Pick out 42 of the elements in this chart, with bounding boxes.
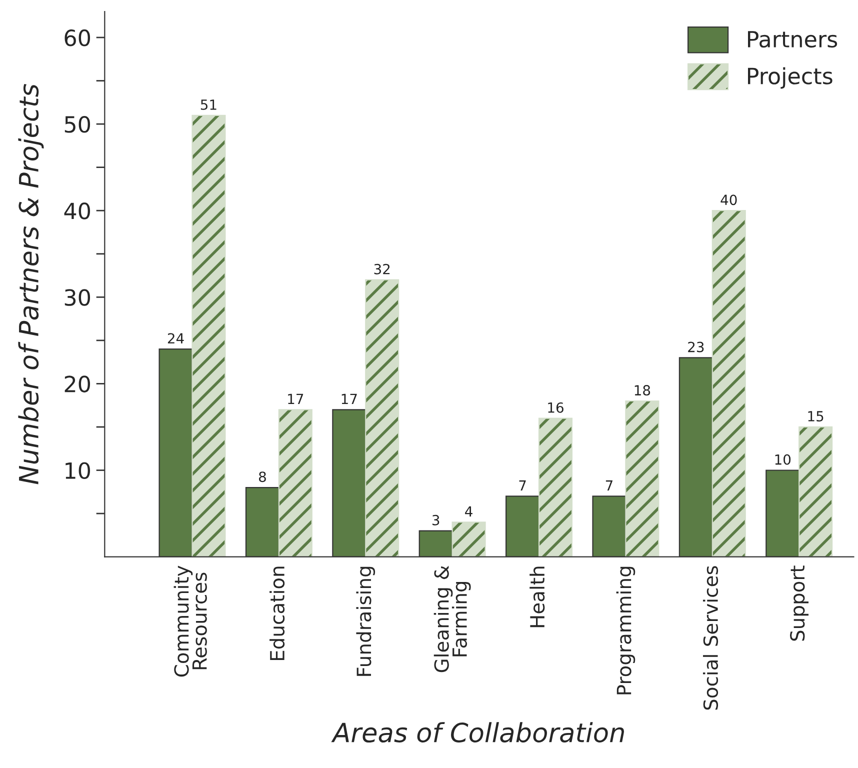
- data-label: 51: [200, 100, 216, 110]
- x-tick-label: Health: [530, 566, 545, 628]
- data-label: 7: [519, 480, 526, 491]
- x-tick-label: Support: [790, 566, 808, 641]
- y-tick-label: 40: [64, 202, 90, 220]
- bar: [625, 400, 660, 557]
- y-axis-title: Number of Partners & Projects: [18, 84, 44, 484]
- data-label: 32: [374, 264, 390, 274]
- data-label: 17: [288, 394, 304, 404]
- data-label: 7: [606, 480, 612, 491]
- x-axis-title: Areas of Collaboration: [331, 722, 624, 742]
- data-label: 17: [342, 394, 357, 404]
- x-tick-label: Education: [270, 566, 285, 660]
- data-label: 3: [432, 514, 440, 526]
- data-label: 16: [548, 402, 564, 413]
- x-tick-label: Programming: [616, 566, 636, 694]
- data-label: 18: [634, 385, 650, 396]
- x-tick-label: Gleaning & Farming: [434, 566, 471, 672]
- data-label: 15: [808, 411, 824, 422]
- data-label: 23: [688, 342, 704, 352]
- bar: [278, 409, 312, 557]
- legend-label: Projects: [748, 67, 832, 89]
- data-label: 4: [465, 506, 472, 517]
- x-tick-label: Community Resources: [174, 566, 207, 677]
- bar: [192, 114, 226, 557]
- bar: [712, 210, 746, 557]
- y-tick-label: 30: [64, 289, 90, 306]
- legend-label: Partners: [748, 31, 838, 48]
- data-label: 40: [720, 194, 737, 206]
- x-tick-label: Fundraising: [356, 566, 376, 676]
- data-label: 8: [258, 472, 266, 482]
- y-tick-label: 20: [64, 376, 90, 392]
- data-label: 24: [168, 333, 184, 344]
- data-label: 10: [775, 454, 791, 465]
- bar: [798, 426, 833, 557]
- bar: [365, 279, 400, 557]
- x-tick-label: Social Services: [702, 566, 718, 710]
- y-tick-label: 10: [66, 462, 90, 480]
- bar: [452, 522, 486, 557]
- bar: [538, 418, 573, 557]
- y-tick-label: 50: [64, 116, 90, 133]
- y-tick-label: 60: [64, 29, 90, 46]
